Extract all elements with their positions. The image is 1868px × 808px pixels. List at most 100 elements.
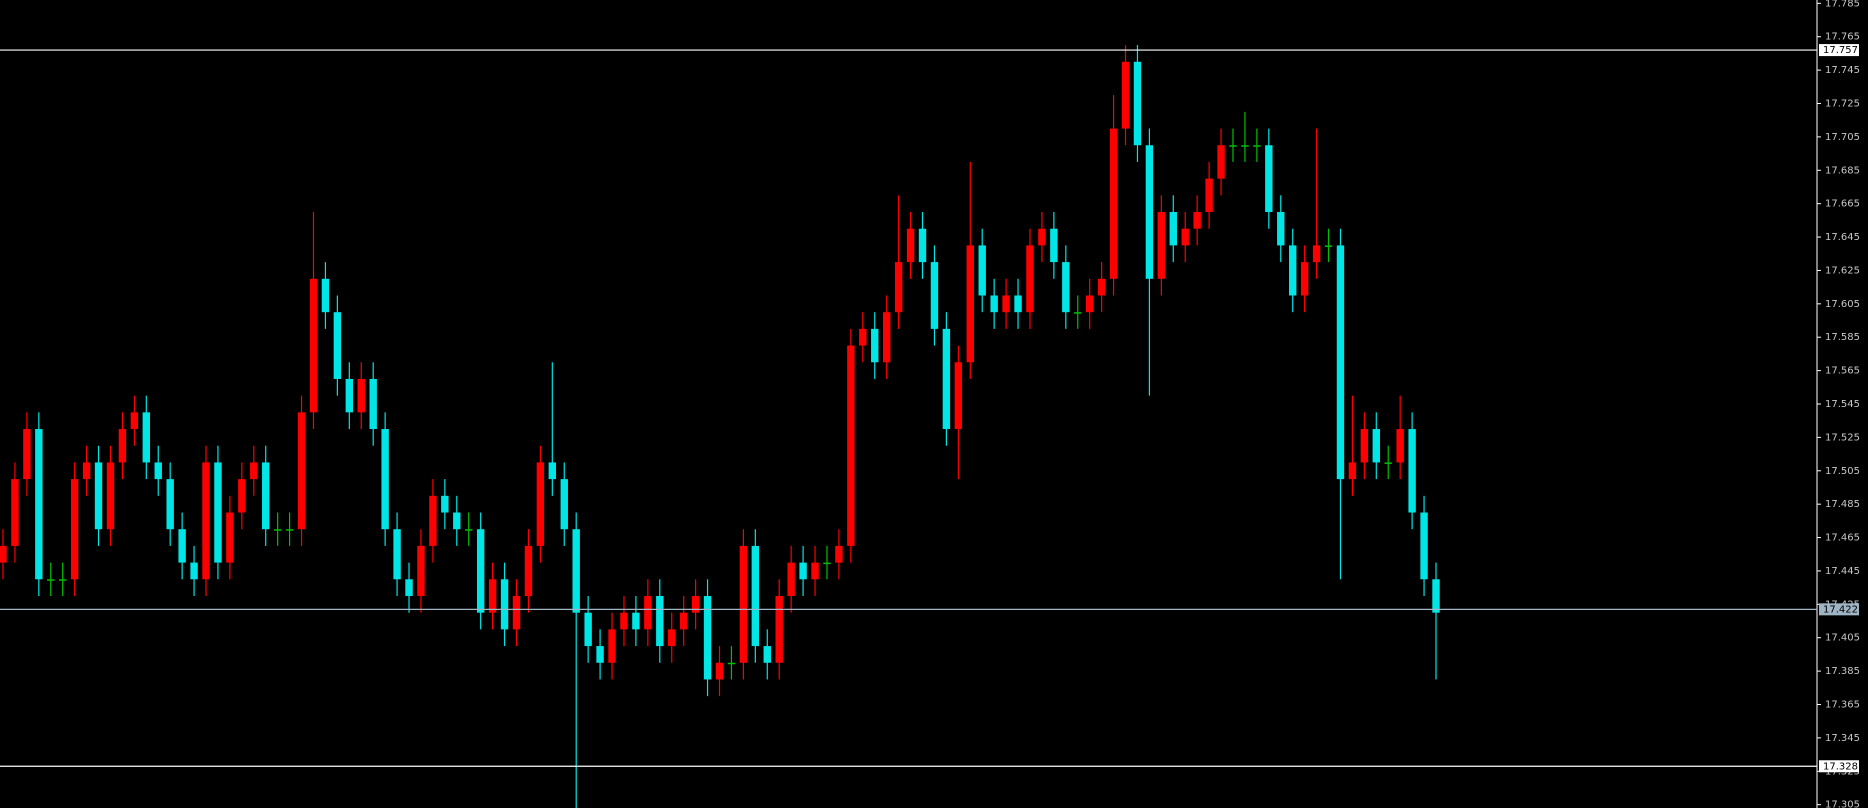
candle-body — [1050, 228, 1058, 263]
candle-body — [190, 562, 198, 580]
candle-body — [942, 328, 951, 430]
candle-body — [1062, 262, 1070, 313]
candle-body — [23, 429, 31, 480]
candle-body — [954, 362, 963, 430]
candle-body — [811, 562, 819, 580]
candle-body — [668, 629, 676, 647]
y-tick-label: 17.665 — [1825, 199, 1860, 210]
candle-body — [596, 646, 604, 663]
candle-body — [1014, 295, 1022, 313]
candle-body — [1205, 178, 1213, 213]
y-tick-label: 17.685 — [1825, 165, 1860, 176]
candle-body — [417, 545, 425, 596]
candle-body — [1002, 295, 1010, 313]
candle-body — [11, 479, 19, 546]
candle-body — [333, 312, 342, 379]
candle-body — [47, 579, 55, 581]
candle-body — [1074, 312, 1082, 314]
y-tick-label: 17.485 — [1825, 499, 1860, 510]
candle-body — [1300, 262, 1309, 296]
candle-body — [775, 595, 783, 663]
candle-body — [918, 228, 927, 263]
candle-body — [847, 345, 855, 546]
candle-body — [1336, 245, 1345, 480]
candle-body — [644, 595, 652, 630]
candle-body — [1420, 512, 1428, 580]
candle-body — [751, 545, 760, 647]
candle-body — [82, 462, 91, 480]
candle-body — [894, 262, 903, 313]
y-tick-label: 17.625 — [1825, 265, 1860, 276]
y-tick-label: 17.445 — [1825, 566, 1860, 577]
price-label: 17.422 — [1823, 604, 1858, 615]
candle-body — [0, 545, 7, 563]
candle-body — [476, 529, 485, 613]
candle-body — [285, 529, 294, 531]
candle-body — [679, 612, 688, 630]
candle-body — [739, 545, 748, 663]
candle-body — [990, 295, 998, 313]
candle-body — [703, 595, 712, 680]
candle-body — [226, 512, 234, 563]
candle-body — [1408, 429, 1416, 513]
candle-body — [106, 462, 115, 530]
price-label-box — [1819, 44, 1859, 57]
candle-body — [1169, 212, 1177, 246]
candle-body — [1145, 145, 1154, 279]
candle-body — [1348, 462, 1357, 480]
candle-body — [1097, 278, 1106, 296]
candle-body — [823, 562, 831, 565]
candle-body — [238, 479, 246, 513]
candle-body — [250, 462, 258, 480]
candle-body — [500, 579, 509, 630]
y-tick-label: 17.305 — [1825, 800, 1860, 808]
y-tick-label: 17.785 — [1825, 0, 1860, 9]
candle-body — [1217, 145, 1225, 179]
candle-body — [357, 378, 365, 413]
candle-body — [966, 245, 974, 363]
candle-body — [154, 462, 162, 480]
price-label: 17.757 — [1823, 45, 1858, 56]
candle-body — [369, 378, 377, 430]
candle-body — [620, 612, 628, 630]
candle-body — [130, 412, 139, 430]
y-tick-label: 17.725 — [1825, 99, 1860, 110]
candle-body — [1026, 245, 1034, 313]
candle-body — [656, 595, 664, 647]
y-tick-label: 17.365 — [1825, 699, 1860, 710]
candle-body — [632, 612, 640, 630]
candle-body — [453, 512, 461, 530]
candle-body — [871, 328, 879, 363]
y-tick-label: 17.545 — [1825, 399, 1860, 410]
y-tick-label: 17.385 — [1825, 666, 1860, 677]
candle-body — [859, 328, 867, 346]
candle-body — [1265, 145, 1273, 213]
candle-body — [118, 429, 127, 463]
y-tick-label: 17.745 — [1825, 65, 1860, 76]
candle-body — [1253, 145, 1261, 147]
candle-body — [1193, 212, 1201, 229]
candle-body — [1157, 212, 1166, 279]
candle-body — [1384, 462, 1392, 464]
price-label: 17.328 — [1823, 761, 1858, 772]
candle-body — [94, 462, 103, 530]
candle-body — [1372, 429, 1380, 463]
candle-body — [930, 262, 939, 329]
candle-body — [978, 245, 986, 296]
candle-body — [465, 529, 473, 531]
price-label-box — [1819, 603, 1859, 616]
candle-body — [835, 545, 843, 563]
candle-body — [488, 579, 497, 613]
candle-body — [1288, 245, 1297, 296]
candle-body — [1229, 145, 1237, 147]
candle-body — [1038, 228, 1046, 246]
y-tick-label: 17.565 — [1825, 366, 1860, 377]
candle-body — [381, 429, 389, 530]
candle-body — [536, 462, 545, 546]
candle-body — [142, 412, 151, 463]
candle-body — [1241, 145, 1249, 147]
candle-body — [214, 462, 222, 563]
y-tick-label: 17.405 — [1825, 633, 1860, 644]
y-tick-label: 17.645 — [1825, 232, 1860, 243]
